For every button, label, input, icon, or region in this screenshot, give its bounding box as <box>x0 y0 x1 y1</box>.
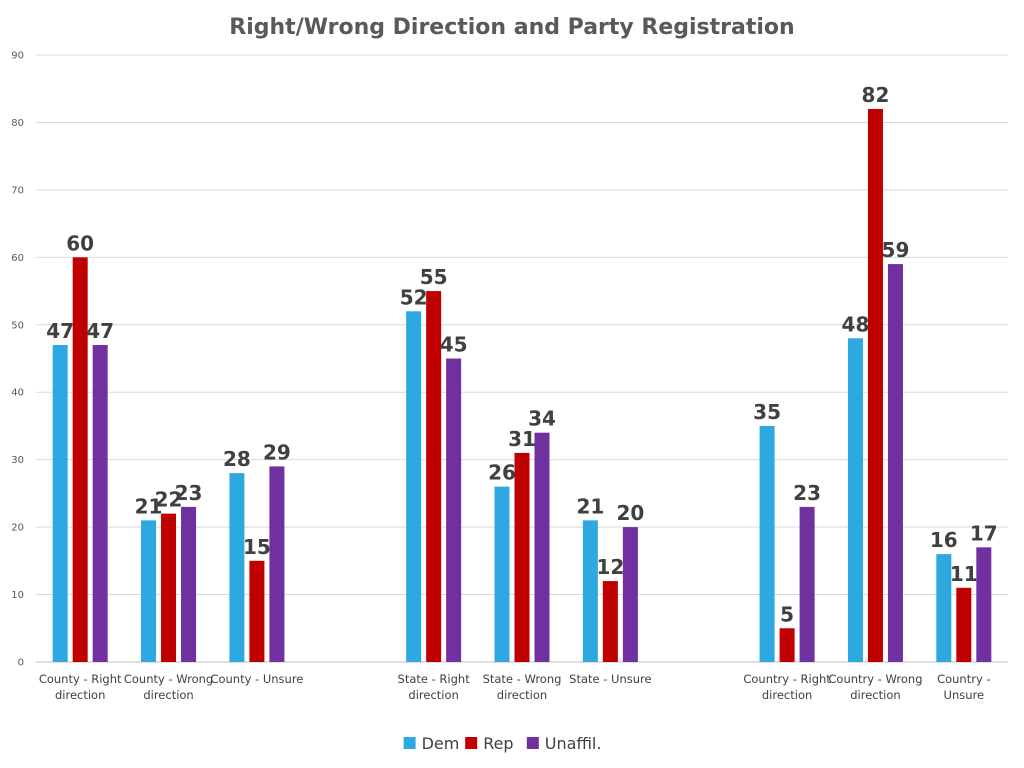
data-label: 60 <box>66 231 94 255</box>
bar-rep <box>72 257 88 662</box>
data-label: 82 <box>862 83 890 107</box>
x-tick-label: County - Unsure <box>210 672 303 686</box>
data-label: 17 <box>970 521 998 545</box>
bar-rep <box>779 628 795 662</box>
bars <box>52 108 992 662</box>
bar-rep <box>161 513 177 662</box>
x-tick-label: Country - Right <box>743 672 831 686</box>
x-tick-label: County - Right <box>39 672 122 686</box>
x-tick-label: Unsure <box>944 688 985 702</box>
bar-unaffil <box>887 264 903 662</box>
y-axis-ticks: 0 10 20 30 40 50 60 70 80 90 <box>11 51 24 669</box>
x-tick-label: direction <box>497 688 547 702</box>
bar-dem <box>847 338 863 662</box>
x-tick-label: Country - <box>937 672 991 686</box>
y-tick-label: 20 <box>11 523 24 534</box>
data-label: 48 <box>842 312 870 336</box>
bar-dem <box>406 311 422 662</box>
x-tick-label: State - Right <box>398 672 471 686</box>
x-tick-label: County - Wrong <box>124 672 213 686</box>
bar-dem <box>936 554 952 662</box>
gridlines <box>36 54 1008 663</box>
legend-swatch <box>403 737 416 749</box>
data-label: 11 <box>950 562 978 586</box>
legend-label: Dem <box>422 734 460 753</box>
data-label: 31 <box>508 427 536 451</box>
bar-dem <box>229 473 245 662</box>
data-label: 29 <box>263 440 291 464</box>
data-label: 21 <box>576 494 604 518</box>
bar-dem <box>141 520 157 662</box>
data-label: 20 <box>616 501 644 525</box>
bar-unaffil <box>92 345 108 662</box>
bar-unaffil <box>622 527 638 662</box>
x-axis-ticks: County - Right direction County - Wrong dir… <box>39 672 991 702</box>
bar-unaffil <box>446 358 462 662</box>
x-tick-label: State - Unsure <box>569 672 651 686</box>
y-tick-label: 10 <box>11 590 24 601</box>
bar-rep <box>867 108 883 662</box>
bar-rep <box>426 291 442 662</box>
y-tick-label: 50 <box>11 320 24 331</box>
x-tick-label: direction <box>408 688 458 702</box>
legend-swatch <box>526 737 539 749</box>
x-tick-label: direction <box>55 688 105 702</box>
data-label: 45 <box>440 333 468 357</box>
legend-label: Unaffil. <box>545 734 602 753</box>
x-tick-label: State - Wrong <box>483 672 562 686</box>
x-tick-label: Country - Wrong <box>828 672 922 686</box>
y-tick-label: 80 <box>11 118 24 129</box>
y-tick-label: 90 <box>11 51 24 62</box>
data-label: 12 <box>596 555 624 579</box>
data-label: 26 <box>488 461 516 485</box>
bar-rep <box>249 560 265 662</box>
legend-swatch <box>465 737 478 749</box>
data-label: 21 <box>135 494 163 518</box>
bar-rep <box>602 581 618 662</box>
x-tick-label: direction <box>850 688 900 702</box>
x-tick-label: direction <box>762 688 812 702</box>
bar-unaffil <box>269 466 285 662</box>
bar-unaffil <box>534 432 550 662</box>
data-label: 23 <box>793 481 821 505</box>
legend-label: Rep <box>483 734 513 753</box>
bar-unaffil <box>976 547 992 662</box>
legend: Dem Rep Unaffil. <box>403 734 602 753</box>
y-tick-label: 60 <box>11 253 24 264</box>
data-label: 5 <box>780 602 794 626</box>
bar-unaffil <box>799 506 815 662</box>
data-label: 16 <box>930 528 958 552</box>
data-label: 15 <box>243 535 271 559</box>
x-tick-label: direction <box>143 688 193 702</box>
bar-unaffil <box>181 506 197 662</box>
bar-dem <box>582 520 598 662</box>
chart-title: Right/Wrong Direction and Party Registra… <box>229 15 794 40</box>
data-label: 34 <box>528 407 556 431</box>
bar-rep <box>956 587 972 662</box>
data-labels: 4760472122232815295255452631342112203552… <box>46 83 997 626</box>
y-tick-label: 0 <box>18 658 24 669</box>
data-label: 23 <box>175 481 203 505</box>
data-label: 22 <box>155 488 183 512</box>
data-label: 59 <box>882 238 910 262</box>
data-label: 47 <box>46 319 74 343</box>
data-label: 35 <box>753 400 781 424</box>
data-label: 52 <box>400 285 428 309</box>
bar-dem <box>52 345 68 662</box>
bar-rep <box>514 452 530 662</box>
y-tick-label: 30 <box>11 455 24 466</box>
bar-dem <box>494 486 510 662</box>
data-label: 55 <box>420 265 448 289</box>
y-tick-label: 40 <box>11 388 24 399</box>
y-tick-label: 70 <box>11 185 24 196</box>
data-label: 28 <box>223 447 251 471</box>
bar-dem <box>759 425 775 662</box>
data-label: 47 <box>86 319 114 343</box>
